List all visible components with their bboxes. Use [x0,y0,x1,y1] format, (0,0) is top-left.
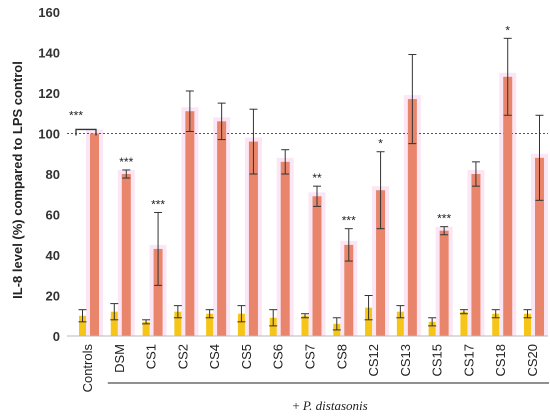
y-tick-label-80: 80 [46,167,60,182]
bar-relative-CS12 [376,190,386,336]
bar-baseline-CS17 [460,311,468,336]
controls-bracket [75,128,97,136]
bar-relative-CS7 [312,196,322,336]
x-tick-label-CS15: CS15 [430,344,445,377]
group-label-plus: + [292,398,303,413]
significance-CS7: ** [312,171,322,185]
significance-DSM: *** [119,155,133,169]
x-tick-label-CS2: CS2 [175,344,190,369]
bar-baseline-CS2 [174,311,182,336]
bar-baseline-CS1 [142,321,150,336]
bar-relative-CS6 [280,161,290,336]
x-tick-label-CS13: CS13 [398,344,413,377]
bar-baseline-CS18 [492,313,500,336]
x-tick-label-Controls: Controls [80,344,95,393]
bar-baseline-CS7 [301,315,309,336]
bar-relative-CS4 [217,121,227,336]
bar-baseline-CS20 [524,313,531,336]
bar-relative-CS13 [407,99,417,336]
x-tick-label-CS20: CS20 [525,344,540,377]
y-tick-label-120: 120 [38,86,60,101]
y-tick-label-160: 160 [38,5,60,20]
bar-relative-CS1 [153,248,163,336]
labels-layer: 020406080100120140160Controls***DSM***CS… [38,5,549,392]
bar-baseline-CS13 [396,311,404,336]
significance-Controls: *** [69,108,83,122]
bar-relative-DSM [121,174,131,336]
y-tick-label-0: 0 [53,329,60,344]
significance-CS8: *** [342,214,356,228]
bar-baseline-CS15 [428,321,436,336]
error-bars-layer [78,37,544,331]
bar-relative-CS15 [439,230,449,336]
significance-CS18: * [505,23,510,37]
y-tick-label-40: 40 [46,248,60,263]
bar-relative-CS5 [248,141,258,336]
x-tick-label-CS8: CS8 [334,344,349,369]
bar-baseline-CS5 [237,313,245,336]
x-tick-label-CS6: CS6 [271,344,286,369]
significance-CS15: *** [437,212,451,226]
y-tick-label-100: 100 [38,127,60,142]
significance-CS12: * [378,137,383,151]
x-tick-label-CS1: CS1 [144,344,159,369]
bar-relative-CS2 [185,111,195,336]
bar-relative-CS8 [344,244,354,336]
bar-baseline-CS6 [269,317,277,336]
bar-baseline-CS12 [365,307,373,336]
group-label: + P. distasonis [292,398,367,413]
y-axis-label: IL-8 level (%) compared to LPS control [10,61,25,299]
y-tick-label-60: 60 [46,208,60,223]
bar-baseline-DSM [110,311,118,336]
y-tick-label-20: 20 [46,289,60,304]
bars-layer [79,76,544,337]
bar-baseline-CS4 [206,313,214,336]
x-tick-label-CS4: CS4 [207,344,222,369]
x-tick-label-CS5: CS5 [239,344,254,369]
x-tick-label-CS12: CS12 [366,344,381,377]
x-tick-label-DSM: DSM [112,344,127,373]
bar-relative-Controls [90,133,99,336]
bar-baseline-Controls [79,315,86,336]
bar-relative-CS18 [503,76,513,337]
x-tick-label-CS7: CS7 [303,344,318,369]
significance-CS1: *** [151,197,165,211]
bar-relative-CS20 [535,157,544,336]
x-tick-label-CS17: CS17 [461,344,476,377]
bar-relative-CS17 [471,174,481,336]
group-label-species: P. distasonis [302,398,368,413]
y-tick-label-140: 140 [38,46,60,61]
x-tick-label-CS18: CS18 [493,344,508,377]
